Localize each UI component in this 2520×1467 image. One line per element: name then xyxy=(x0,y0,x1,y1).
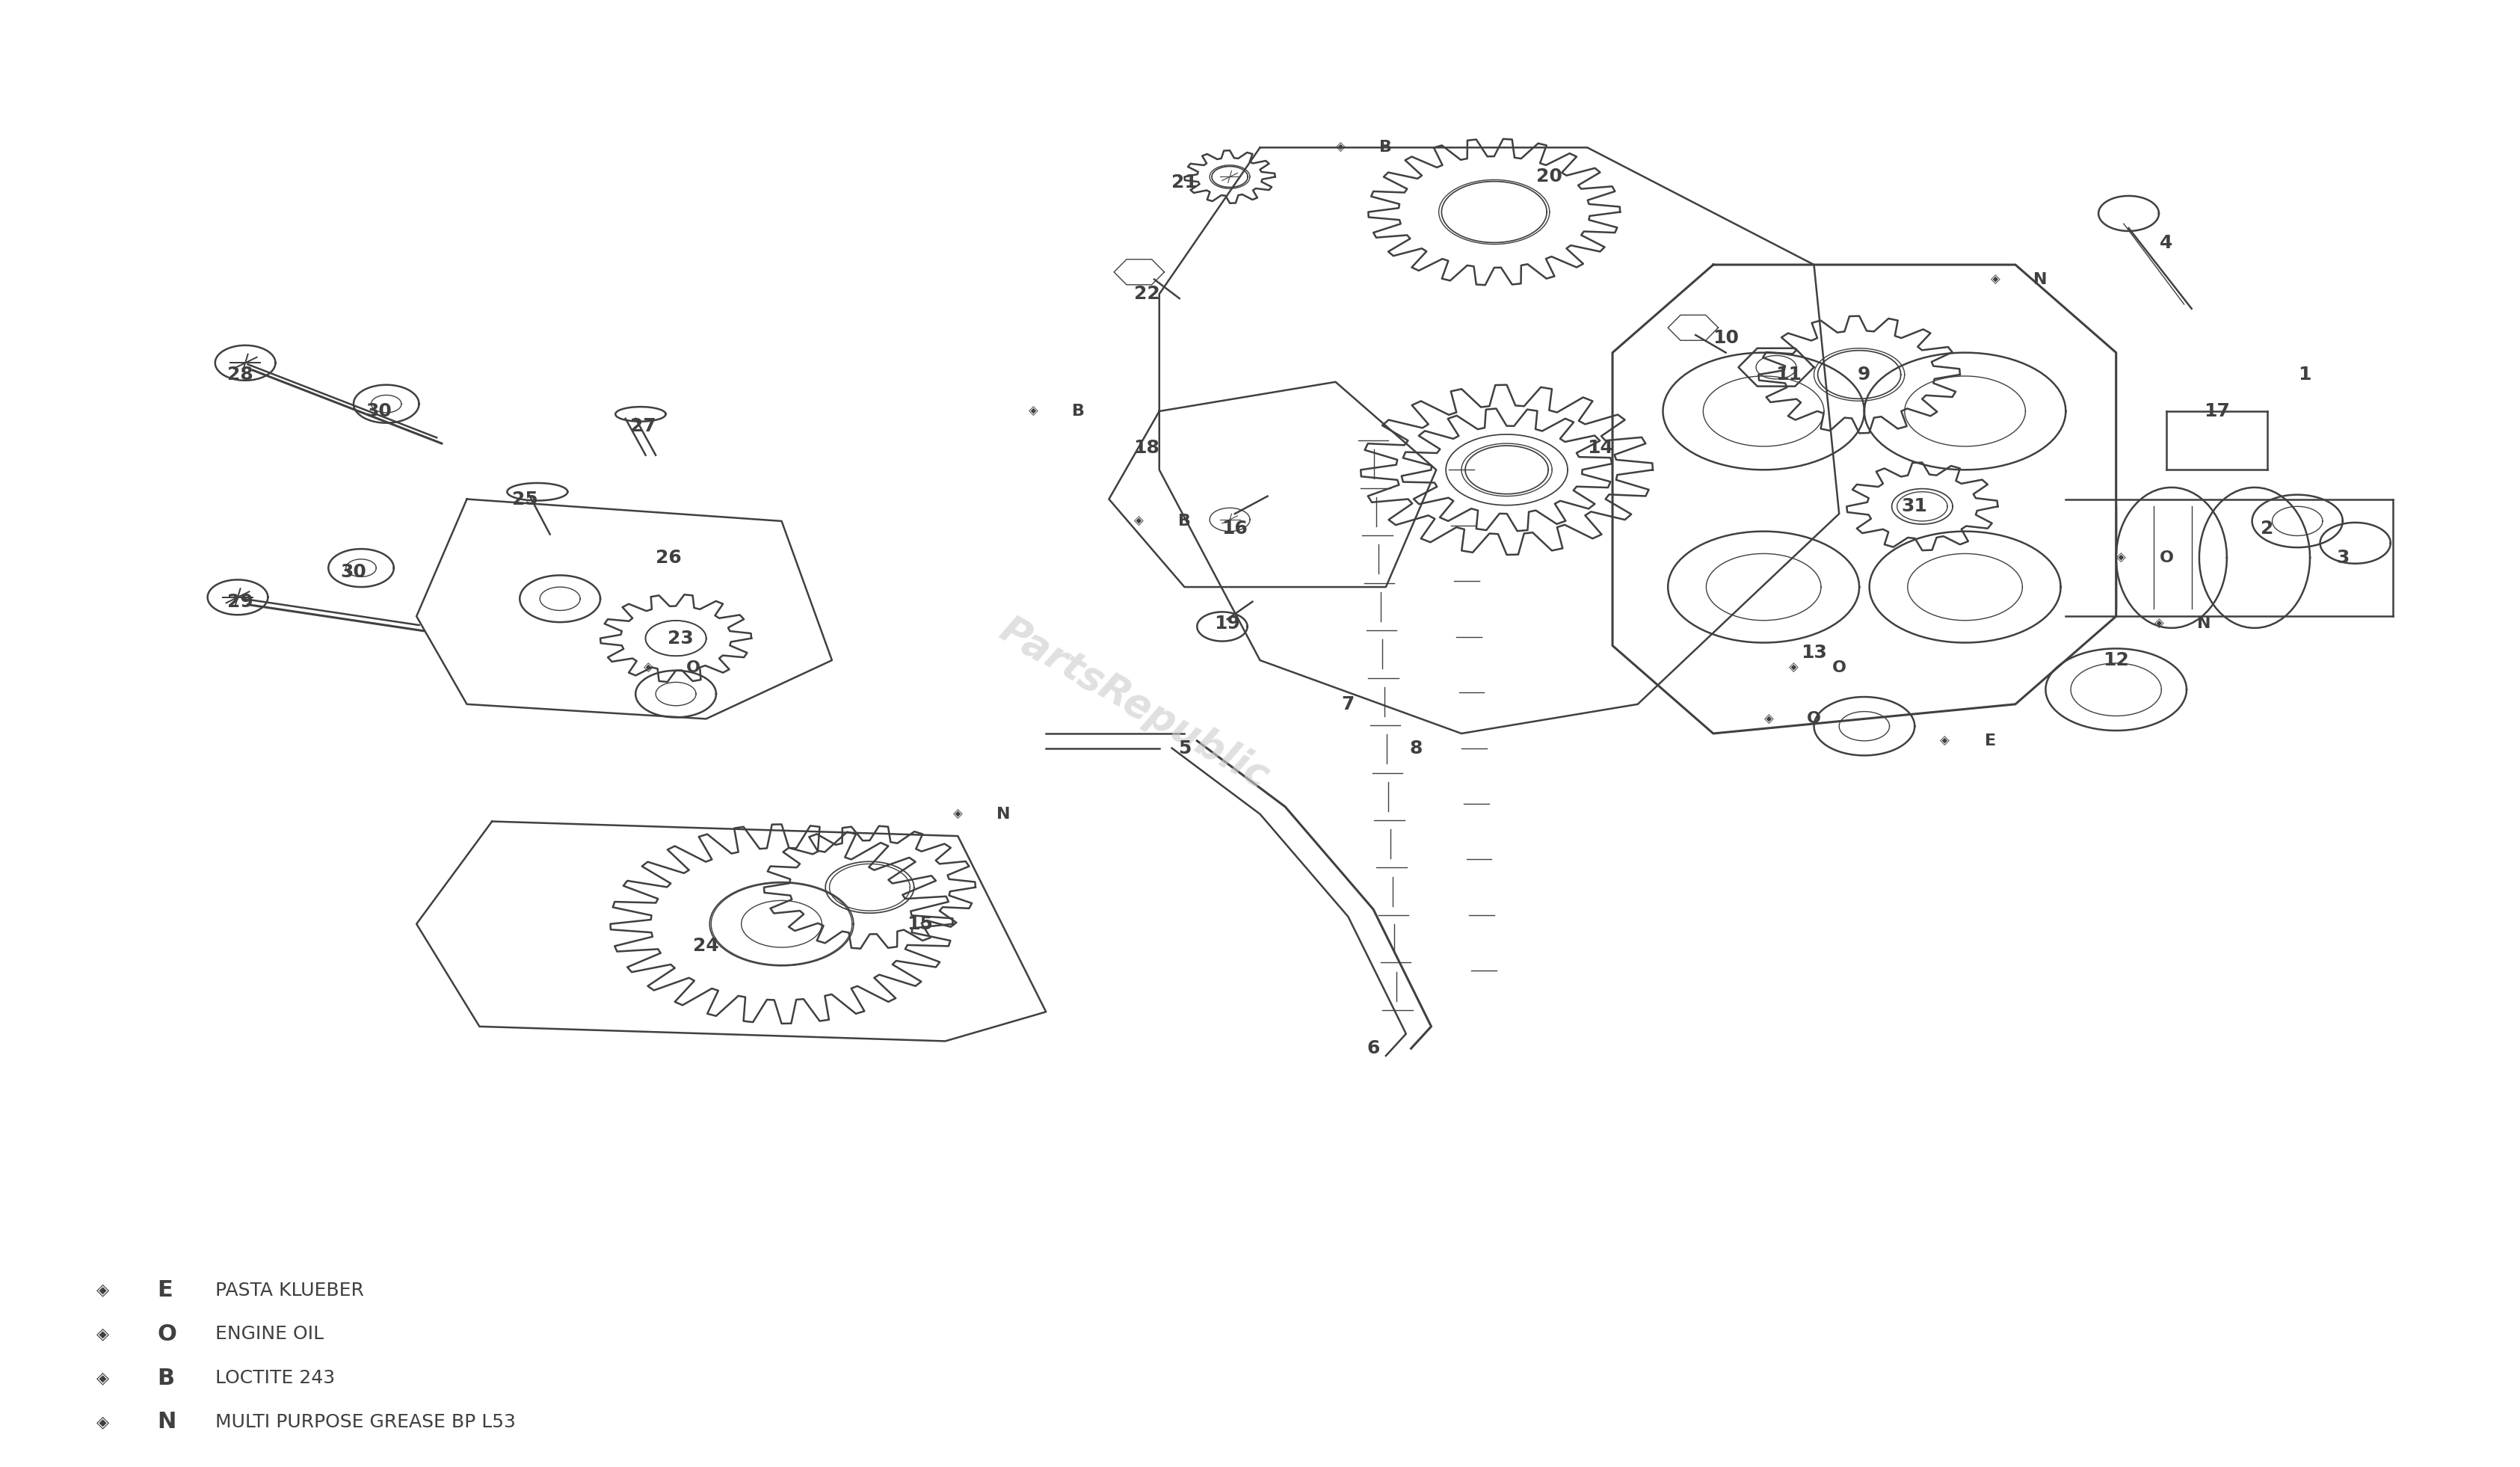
Text: ◈: ◈ xyxy=(96,1370,108,1385)
Text: MULTI PURPOSE GREASE BP L53: MULTI PURPOSE GREASE BP L53 xyxy=(214,1413,517,1430)
Text: B: B xyxy=(1074,403,1086,418)
Text: 30: 30 xyxy=(365,402,391,420)
Text: 11: 11 xyxy=(1777,365,1802,383)
Text: 27: 27 xyxy=(630,417,655,434)
Text: N: N xyxy=(2197,616,2210,631)
Text: 14: 14 xyxy=(1588,439,1613,456)
Text: 2: 2 xyxy=(2260,519,2273,537)
Text: B: B xyxy=(156,1367,174,1389)
Text: PartsRepublic: PartsRepublic xyxy=(993,612,1275,797)
Text: 30: 30 xyxy=(340,563,365,581)
Text: 9: 9 xyxy=(1857,365,1870,383)
Text: ◈: ◈ xyxy=(96,1414,108,1429)
Text: ENGINE OIL: ENGINE OIL xyxy=(214,1325,323,1344)
Text: 15: 15 xyxy=(907,915,932,933)
Text: 18: 18 xyxy=(1134,439,1159,456)
Text: ◈: ◈ xyxy=(1940,734,1950,748)
Text: 10: 10 xyxy=(1714,329,1739,346)
Text: O: O xyxy=(1832,660,1847,675)
Text: PASTA KLUEBER: PASTA KLUEBER xyxy=(214,1281,363,1300)
Text: 21: 21 xyxy=(1172,173,1197,192)
Text: 3: 3 xyxy=(2336,549,2349,566)
Text: 31: 31 xyxy=(1903,497,1928,515)
Text: ◈: ◈ xyxy=(1028,405,1038,418)
Text: E: E xyxy=(156,1279,174,1301)
Text: ◈: ◈ xyxy=(96,1326,108,1342)
Text: ◈: ◈ xyxy=(2117,552,2127,565)
Text: O: O xyxy=(2160,550,2175,565)
Text: 24: 24 xyxy=(693,937,718,955)
Text: 7: 7 xyxy=(1341,695,1356,713)
Text: B: B xyxy=(1179,513,1192,528)
Text: 13: 13 xyxy=(1802,644,1827,662)
Text: 17: 17 xyxy=(2205,402,2230,420)
Text: ◈: ◈ xyxy=(1134,515,1144,528)
Text: N: N xyxy=(2034,271,2046,288)
Text: 23: 23 xyxy=(668,629,693,647)
Text: 22: 22 xyxy=(1134,285,1159,304)
Text: 20: 20 xyxy=(1537,167,1562,186)
Text: 6: 6 xyxy=(1366,1040,1381,1058)
Text: 8: 8 xyxy=(1409,739,1424,757)
Text: ◈: ◈ xyxy=(2155,618,2165,631)
Text: O: O xyxy=(1807,711,1822,726)
Text: N: N xyxy=(995,807,1011,822)
Text: 28: 28 xyxy=(227,365,252,383)
Text: O: O xyxy=(156,1323,176,1345)
Text: ◈: ◈ xyxy=(1336,141,1346,154)
Text: ◈: ◈ xyxy=(1764,711,1774,726)
Text: O: O xyxy=(685,660,701,675)
Text: ◈: ◈ xyxy=(1789,660,1799,675)
Text: 5: 5 xyxy=(1177,739,1192,757)
Text: 25: 25 xyxy=(512,490,537,508)
Text: 4: 4 xyxy=(2160,233,2172,252)
Text: 12: 12 xyxy=(2104,651,2129,669)
Text: 19: 19 xyxy=(1215,615,1240,632)
Text: B: B xyxy=(1378,139,1391,156)
Text: ◈: ◈ xyxy=(1991,273,2001,286)
Text: LOCTITE 243: LOCTITE 243 xyxy=(214,1369,335,1386)
Text: E: E xyxy=(1986,734,1996,748)
Text: ◈: ◈ xyxy=(96,1282,108,1298)
Text: 26: 26 xyxy=(655,549,680,566)
Text: 29: 29 xyxy=(227,593,252,610)
Text: N: N xyxy=(156,1411,176,1433)
Text: ◈: ◈ xyxy=(643,660,653,675)
Text: ◈: ◈ xyxy=(953,807,963,822)
Text: 16: 16 xyxy=(1222,519,1247,537)
Text: 1: 1 xyxy=(2298,365,2311,383)
